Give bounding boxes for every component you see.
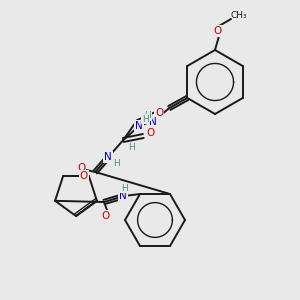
Text: N: N — [135, 121, 143, 131]
Text: H: H — [113, 158, 120, 167]
Text: O: O — [155, 108, 164, 118]
Text: H: H — [144, 112, 151, 121]
Text: O: O — [77, 163, 86, 173]
Text: O: O — [214, 26, 222, 36]
Text: O: O — [146, 128, 154, 138]
Text: N: N — [104, 152, 112, 162]
Text: H: H — [142, 115, 149, 124]
Text: O: O — [80, 171, 88, 181]
Text: CH₃: CH₃ — [231, 11, 247, 20]
Text: N: N — [119, 191, 127, 201]
Text: O: O — [102, 211, 110, 221]
Text: N: N — [149, 117, 157, 127]
Text: H: H — [128, 143, 135, 152]
Text: H: H — [121, 184, 128, 193]
